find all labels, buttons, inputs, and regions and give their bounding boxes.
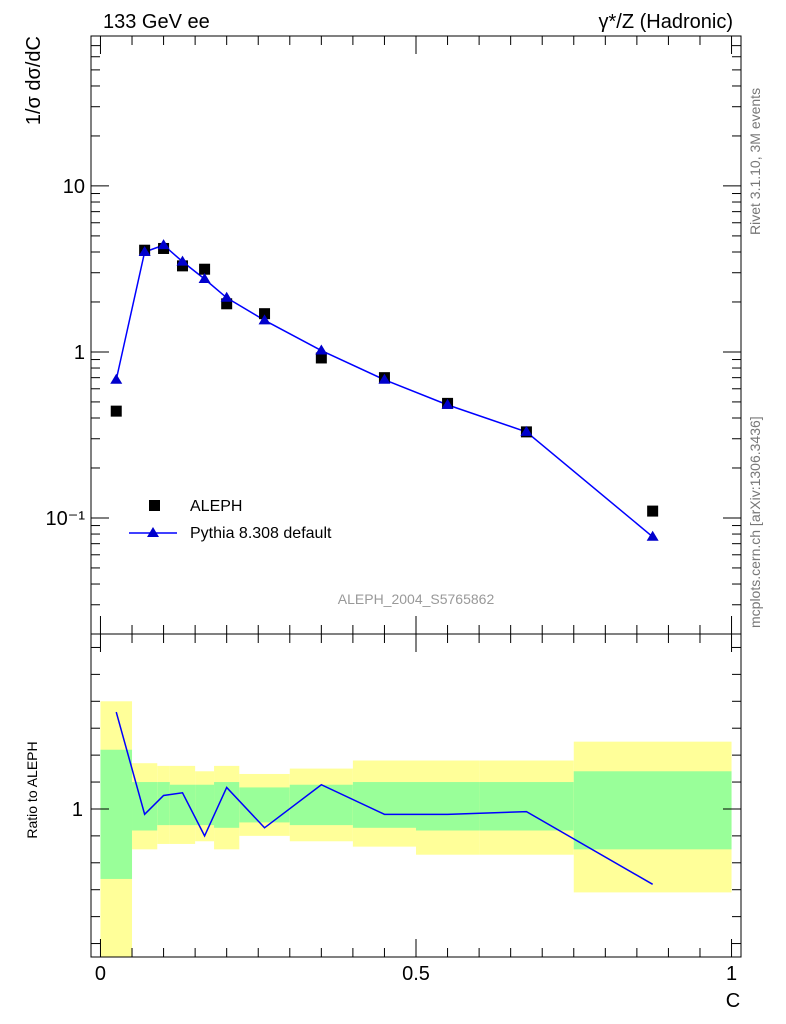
main-y-axis-label: 1/σ dσ/dC — [23, 36, 45, 125]
mc-point — [157, 239, 170, 250]
mc-point — [198, 273, 211, 284]
inner-band-bin — [157, 782, 170, 826]
main-panel-axes — [90, 35, 742, 635]
mc-series-polyline — [115, 244, 654, 538]
x-tick-label: 0 — [95, 963, 106, 985]
mc-point — [110, 373, 123, 384]
main-frame — [90, 35, 742, 635]
mc-point — [520, 425, 533, 436]
mc-point — [315, 344, 328, 355]
data-point — [259, 308, 271, 320]
mc-point — [220, 291, 233, 302]
main-y-tick-labels: 10⁻¹ 1 10 — [46, 176, 86, 530]
mc-point — [258, 314, 271, 325]
reference-uncertainty-bands — [100, 701, 732, 957]
data-point — [199, 263, 211, 275]
mc-point — [646, 530, 659, 541]
main-panel: 10⁻¹ 1 10 1/σ dσ/dC ALEPH_2004_S5765862 — [23, 35, 742, 635]
main-y-tick-label: 10 — [63, 176, 85, 198]
x-axis-label: C — [726, 990, 740, 1012]
ratio-panel: 1 0 0.5 1 Ratio to ALEPH C — [24, 633, 742, 1012]
legend: ALEPH Pythia 8.308 default — [129, 498, 332, 542]
mc-point — [176, 255, 189, 266]
x-tick-labels: 0 0.5 1 — [95, 963, 737, 985]
main-y-tick-label: 10⁻¹ — [46, 508, 86, 530]
data-point — [647, 505, 659, 517]
x-tick-label: 1 — [726, 963, 737, 985]
header-right-label: γ*/Z (Hadronic) — [599, 11, 733, 33]
inner-band-bin — [239, 787, 290, 823]
x-tick-label: 0.5 — [402, 963, 430, 985]
main-panel-ticks — [91, 35, 741, 635]
inner-band-bin — [289, 784, 353, 826]
legend-data-label: ALEPH — [190, 498, 242, 515]
legend-data-marker — [149, 500, 160, 511]
ratio-polyline — [115, 711, 654, 885]
inner-band-bin — [352, 782, 416, 828]
analysis-id-label: ALEPH_2004_S5765862 — [338, 591, 495, 607]
data-point — [177, 260, 189, 272]
mc-points — [110, 239, 659, 541]
ratio-series-line — [115, 711, 654, 885]
data-point — [315, 352, 327, 364]
inner-band-bin — [416, 782, 480, 831]
mc-series-line — [115, 244, 654, 538]
ratio-y-tick-label: 1 — [72, 799, 83, 821]
data-point — [221, 298, 233, 310]
main-y-tick-label: 1 — [74, 342, 85, 364]
rivet-version-label: Rivet 3.1.10, 3M events — [747, 88, 763, 235]
inner-band-bin — [573, 771, 732, 850]
inner-band-bin — [195, 784, 215, 826]
mc-point — [138, 245, 151, 256]
inner-band-bin — [100, 749, 133, 879]
data-point — [110, 405, 122, 417]
ratio-y-axis-label: Ratio to ALEPH — [24, 741, 40, 838]
ratio-y-tick-labels: 1 — [72, 799, 83, 821]
header-left-label: 133 GeV ee — [103, 11, 210, 33]
mc-point — [378, 373, 391, 384]
legend-mc-label: Pythia 8.308 default — [190, 525, 332, 542]
legend-mc-marker — [147, 527, 159, 537]
mcplots-reference-label: mcplots.cern.ch [arXiv:1306.3436] — [747, 416, 763, 628]
inner-band-bin — [169, 784, 196, 826]
inner-band-bin — [479, 782, 574, 831]
ratio-panel-ticks — [91, 634, 741, 957]
mc-point — [441, 398, 454, 409]
